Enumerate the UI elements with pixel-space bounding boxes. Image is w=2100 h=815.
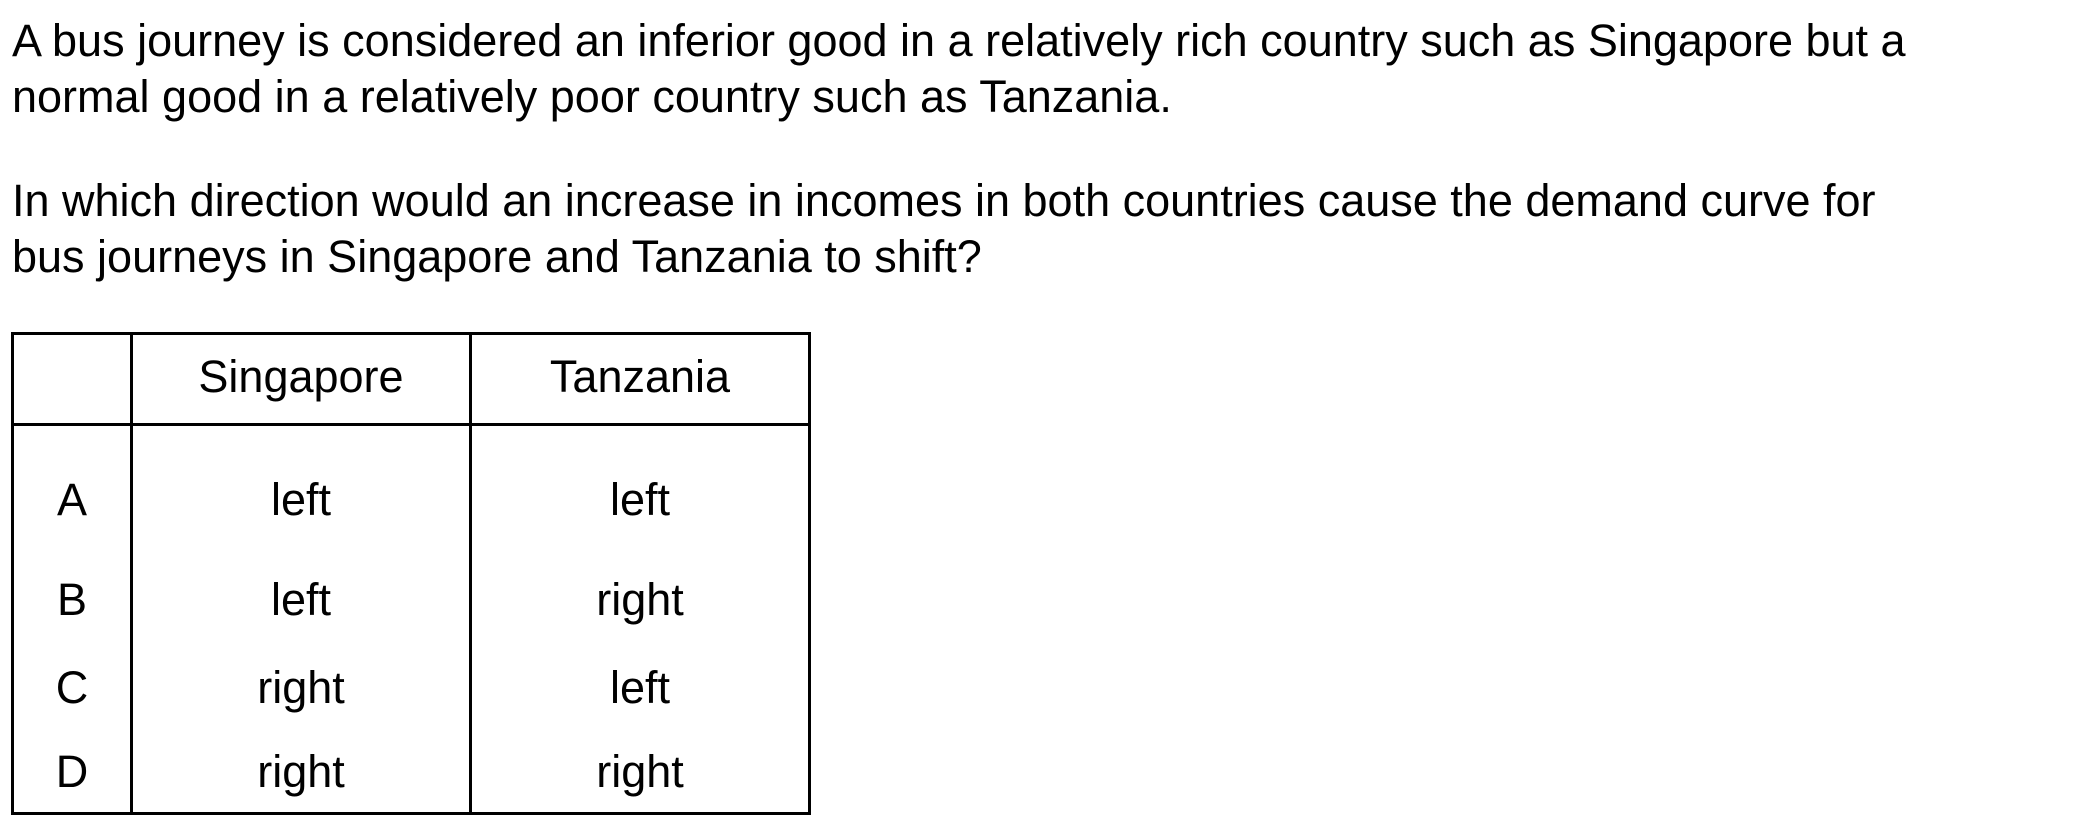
header-singapore: Singapore — [131, 332, 472, 426]
singapore-shift: left — [131, 424, 472, 556]
singapore-shift: right — [131, 644, 472, 732]
option-letter: A — [11, 424, 133, 556]
option-letter: D — [11, 732, 133, 815]
stem-line: normal good in a relatively poor country… — [12, 71, 1172, 122]
table-header-row: Singapore Tanzania — [11, 332, 811, 426]
option-letter: C — [11, 644, 133, 732]
tanzania-shift: right — [470, 556, 811, 644]
answer-options-table: Singapore Tanzania A left left B left ri… — [11, 332, 811, 815]
option-row-b[interactable]: B left right — [11, 556, 811, 644]
stem-line: A bus journey is considered an inferior … — [12, 15, 1906, 66]
singapore-shift: left — [131, 556, 472, 644]
question-prompt: In which direction would an increase in … — [12, 173, 2072, 285]
question-stem: A bus journey is considered an inferior … — [12, 13, 2072, 125]
tanzania-shift: left — [470, 644, 811, 732]
tanzania-shift: left — [470, 424, 811, 556]
singapore-shift: right — [131, 732, 472, 815]
tanzania-shift: right — [470, 732, 811, 815]
option-letter: B — [11, 556, 133, 644]
header-tanzania: Tanzania — [470, 332, 811, 426]
question-line: bus journeys in Singapore and Tanzania t… — [12, 231, 982, 282]
option-row-c[interactable]: C right left — [11, 644, 811, 732]
header-blank-cell — [11, 332, 133, 426]
option-row-a[interactable]: A left left — [11, 424, 811, 556]
question-line: In which direction would an increase in … — [12, 175, 1876, 226]
option-row-d[interactable]: D right right — [11, 732, 811, 815]
